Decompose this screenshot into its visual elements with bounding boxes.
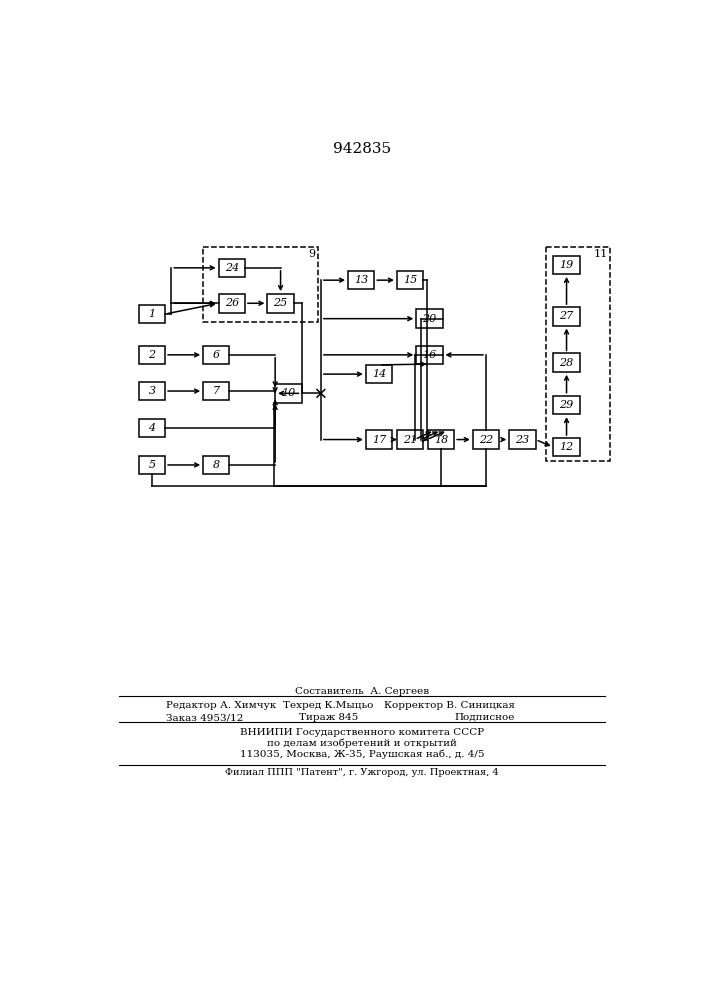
Bar bbox=[554, 256, 580, 274]
Bar bbox=[203, 247, 317, 322]
Text: 24: 24 bbox=[225, 263, 239, 273]
Text: 29: 29 bbox=[559, 400, 573, 410]
Bar bbox=[397, 430, 423, 449]
Text: 17: 17 bbox=[372, 435, 386, 445]
Text: 11: 11 bbox=[593, 249, 607, 259]
Bar bbox=[416, 309, 443, 328]
Text: по делам изобретений и открытий: по делам изобретений и открытий bbox=[267, 739, 457, 748]
Bar bbox=[473, 430, 499, 449]
Bar bbox=[554, 396, 580, 414]
Text: 23: 23 bbox=[515, 435, 530, 445]
Text: 16: 16 bbox=[422, 350, 436, 360]
Bar bbox=[428, 430, 454, 449]
Text: 15: 15 bbox=[403, 275, 417, 285]
Text: 8: 8 bbox=[213, 460, 220, 470]
Bar bbox=[139, 346, 165, 364]
Text: 12: 12 bbox=[559, 442, 573, 452]
Text: 19: 19 bbox=[559, 260, 573, 270]
Text: 9: 9 bbox=[308, 249, 315, 259]
Bar bbox=[139, 305, 165, 323]
Text: 1: 1 bbox=[148, 309, 156, 319]
Text: Редактор А. Химчук: Редактор А. Химчук bbox=[166, 701, 276, 710]
Bar bbox=[554, 307, 580, 326]
Bar bbox=[218, 259, 245, 277]
Text: Заказ 4953/12: Заказ 4953/12 bbox=[166, 713, 243, 722]
Text: 18: 18 bbox=[434, 435, 448, 445]
Text: 4: 4 bbox=[148, 423, 156, 433]
Bar bbox=[203, 382, 230, 400]
Bar bbox=[139, 456, 165, 474]
Bar bbox=[554, 438, 580, 456]
Bar bbox=[139, 382, 165, 400]
Text: Тираж 845: Тираж 845 bbox=[299, 713, 358, 722]
Text: ВНИИПИ Государственного комитета СССР: ВНИИПИ Государственного комитета СССР bbox=[240, 728, 484, 737]
Text: Филиал ППП "Патент", г. Ужгород, ул. Проектная, 4: Филиал ППП "Патент", г. Ужгород, ул. Про… bbox=[225, 768, 498, 777]
Text: 113035, Москва, Ж-35, Раушская наб., д. 4/5: 113035, Москва, Ж-35, Раушская наб., д. … bbox=[240, 750, 484, 759]
Bar bbox=[267, 294, 293, 312]
Text: 6: 6 bbox=[213, 350, 220, 360]
Text: 25: 25 bbox=[274, 298, 288, 308]
Bar bbox=[509, 430, 535, 449]
Text: Корректор В. Синицкая: Корректор В. Синицкая bbox=[384, 701, 515, 710]
Bar bbox=[203, 456, 230, 474]
Text: Подписное: Подписное bbox=[455, 713, 515, 722]
Text: 3: 3 bbox=[148, 386, 156, 396]
Text: 942835: 942835 bbox=[333, 142, 391, 156]
Text: 27: 27 bbox=[559, 311, 573, 321]
Bar bbox=[203, 346, 230, 364]
Bar bbox=[348, 271, 374, 289]
Text: 21: 21 bbox=[403, 435, 417, 445]
Text: 10: 10 bbox=[281, 388, 296, 398]
Text: 14: 14 bbox=[372, 369, 386, 379]
Bar bbox=[275, 384, 301, 403]
Text: Составитель  А. Сергеев: Составитель А. Сергеев bbox=[295, 687, 429, 696]
Text: 2: 2 bbox=[148, 350, 156, 360]
Bar bbox=[218, 294, 245, 312]
Text: 13: 13 bbox=[354, 275, 368, 285]
Bar bbox=[366, 365, 392, 383]
Text: 5: 5 bbox=[148, 460, 156, 470]
Bar bbox=[547, 247, 610, 461]
Text: 28: 28 bbox=[559, 358, 573, 368]
Text: 7: 7 bbox=[213, 386, 220, 396]
Text: 20: 20 bbox=[422, 314, 436, 324]
Text: 26: 26 bbox=[225, 298, 239, 308]
Text: Техред К.Мыцьо: Техред К.Мыцьо bbox=[284, 701, 374, 710]
Text: 22: 22 bbox=[479, 435, 493, 445]
Bar bbox=[139, 419, 165, 437]
Bar bbox=[554, 353, 580, 372]
Bar bbox=[416, 346, 443, 364]
Bar bbox=[397, 271, 423, 289]
Bar bbox=[366, 430, 392, 449]
